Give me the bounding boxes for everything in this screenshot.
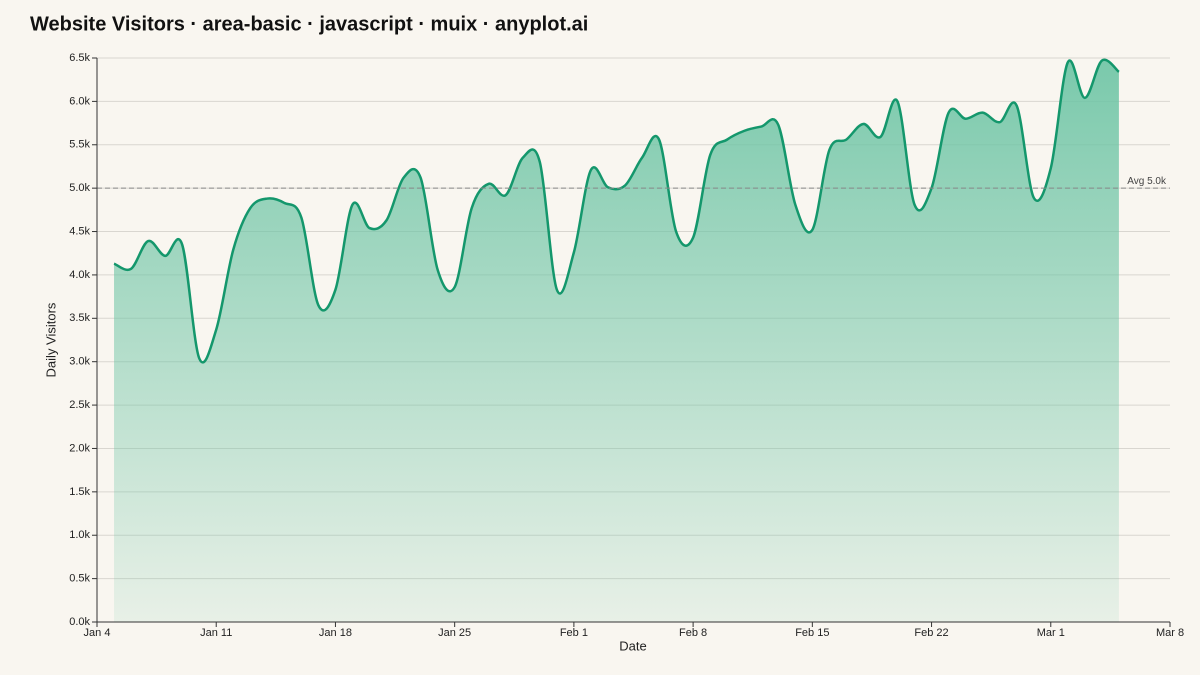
y-tick-label: 3.0k (69, 356, 90, 368)
x-tick-label: Mar 1 (1037, 627, 1065, 639)
x-tick-label: Jan 4 (84, 627, 111, 639)
y-tick-label: 2.5k (69, 399, 90, 411)
x-tick-label: Feb 15 (795, 627, 829, 639)
y-tick-label: 5.0k (69, 182, 90, 194)
y-tick-label: 6.0k (69, 95, 90, 107)
y-tick-label: 3.5k (69, 312, 90, 324)
y-axis-label: Daily Visitors (43, 302, 58, 377)
y-tick-label: 1.5k (69, 486, 90, 498)
y-tick-label: 0.0k (69, 616, 90, 628)
y-tick-label: 2.0k (69, 442, 90, 454)
x-tick-label: Mar 8 (1156, 627, 1184, 639)
line (113, 58, 1120, 364)
x-axis-label: Date (619, 638, 646, 653)
x-tick-label: Jan 25 (438, 627, 471, 639)
y-tick-label: 1.0k (69, 529, 90, 541)
y-tick-label: 0.5k (69, 573, 90, 585)
x-tick-label: Feb 8 (679, 627, 707, 639)
y-tick-label: 4.0k (69, 269, 90, 281)
area (114, 59, 1119, 623)
x-tick-label: Jan 11 (200, 627, 232, 639)
x-tick-label: Feb 22 (914, 627, 948, 639)
reference-label: Avg 5.0k (1127, 176, 1167, 187)
y-tick-label: 4.5k (69, 225, 90, 237)
x-tick-label: Feb 1 (560, 627, 588, 639)
y-tick-label: 6.5k (69, 52, 90, 64)
chart-title: Website Visitors · area-basic · javascri… (30, 13, 588, 35)
y-tick-label: 5.5k (69, 139, 90, 151)
x-tick-label: Jan 18 (319, 627, 352, 639)
